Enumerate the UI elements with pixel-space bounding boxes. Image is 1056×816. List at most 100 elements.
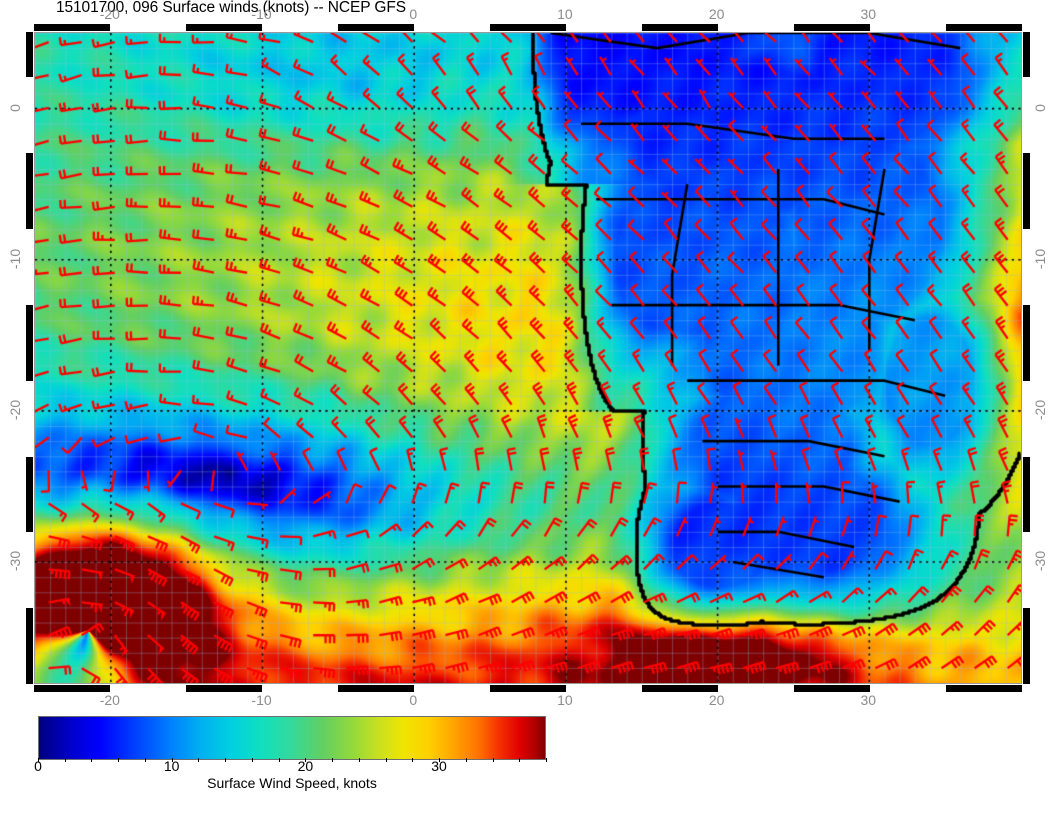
colorbar-tick [332, 758, 334, 762]
axis-tick-segment [414, 685, 490, 692]
axis-tick-segment [26, 608, 33, 684]
axis-tick-segment [1023, 153, 1030, 230]
axis-tick-segment [1023, 608, 1030, 684]
axis-tick-segment [566, 24, 642, 31]
colorbar-tick [358, 758, 360, 762]
axis-tick-segment [26, 32, 33, 78]
colorbar-tick [519, 758, 521, 762]
x-tick-label-bottom: 20 [708, 692, 725, 708]
colorbar-tick [385, 758, 387, 762]
colorbar-tick-label: 10 [163, 758, 180, 774]
axis-tick-segment [186, 24, 262, 31]
axis-tick-segment [26, 532, 33, 609]
axis-tick-segment [1023, 77, 1030, 154]
axis-tick-segment [642, 685, 718, 692]
x-tick-label-top: 0 [409, 6, 418, 22]
map-plot-area [34, 32, 1022, 684]
axis-tick-segment [794, 24, 870, 31]
axis-tick-segment [490, 24, 566, 31]
axis-tick-segment [414, 24, 490, 31]
axis-bar-left [26, 32, 33, 684]
axis-tick-segment [110, 685, 186, 692]
axis-tick-segment [1023, 456, 1030, 533]
x-tick-label-bottom: -10 [251, 692, 272, 708]
axis-tick-segment [34, 24, 110, 31]
colorbar-gradient [38, 716, 546, 760]
colorbar-tick [38, 758, 39, 762]
axis-bar-right [1023, 32, 1030, 684]
axis-tick-segment [1023, 532, 1030, 609]
axis-tick-segment [26, 153, 33, 230]
colorbar [38, 716, 547, 763]
colorbar-tick [492, 758, 494, 762]
colorbar-tick [412, 758, 414, 762]
y-tick-label-right: 0 [1032, 103, 1048, 112]
axis-tick-segment [642, 24, 718, 31]
axis-bar-bottom [34, 685, 1022, 692]
y-tick-label-right: -30 [1032, 550, 1048, 572]
axis-tick-segment [338, 685, 414, 692]
x-tick-label-bottom: 0 [409, 692, 418, 708]
axis-tick-segment [34, 685, 110, 692]
chart-title: 15101700, 096 Surface winds (knots) -- N… [56, 0, 406, 16]
axis-tick-segment [262, 685, 338, 692]
colorbar-ticks [38, 758, 547, 763]
colorbar-tick [251, 758, 253, 762]
axis-tick-segment [870, 685, 946, 692]
axis-bar-top [34, 24, 1022, 31]
axis-tick-segment [946, 24, 1022, 31]
colorbar-tick [198, 758, 200, 762]
x-tick-label-top: 10 [557, 6, 573, 22]
colorbar-caption: Surface Wind Speed, knots [207, 775, 377, 791]
colorbar-tick [225, 758, 227, 762]
axis-tick-segment [26, 456, 33, 533]
x-tick-label-bottom: 10 [557, 692, 573, 708]
axis-tick-segment [186, 685, 262, 692]
axis-tick-segment [490, 685, 566, 692]
y-tick-label-right: -10 [1032, 248, 1048, 269]
colorbar-tick-label: 30 [431, 758, 447, 774]
axis-tick-segment [1023, 304, 1030, 381]
axis-tick-segment [26, 229, 33, 305]
y-tick-label-left: -10 [7, 248, 23, 269]
colorbar-tick-label: 0 [34, 758, 42, 774]
colorbar-tick [439, 758, 441, 762]
colorbar-tick [546, 758, 547, 762]
axis-tick-segment [1023, 380, 1030, 457]
axis-tick-segment [718, 24, 794, 31]
y-tick-label-right: -20 [1032, 399, 1048, 421]
colorbar-tick [465, 758, 467, 762]
axis-tick-segment [1023, 229, 1030, 305]
colorbar-tick-label: 20 [297, 758, 314, 774]
axis-tick-segment [870, 24, 946, 31]
axis-tick-segment [26, 380, 33, 457]
axis-tick-segment [110, 24, 186, 31]
axis-tick-segment [718, 685, 794, 692]
x-tick-label-top: -10 [251, 6, 272, 22]
x-tick-label-top: 20 [708, 6, 725, 22]
axis-tick-segment [566, 685, 642, 692]
x-tick-label-top: -20 [99, 6, 120, 22]
colorbar-tick [64, 758, 66, 762]
colorbar-tick [305, 758, 307, 762]
y-tick-label-left: -30 [7, 550, 23, 572]
wind-speed-map-canvas [35, 33, 1021, 683]
x-tick-label-bottom: -20 [99, 692, 120, 708]
axis-tick-segment [794, 685, 870, 692]
colorbar-tick [278, 758, 280, 762]
y-tick-label-left: -20 [7, 399, 23, 421]
axis-tick-segment [26, 304, 33, 381]
colorbar-tick [118, 758, 120, 762]
x-tick-label-top: 30 [860, 6, 877, 22]
axis-tick-segment [946, 685, 1022, 692]
colorbar-tick [91, 758, 93, 762]
colorbar-tick [171, 758, 173, 762]
x-tick-label-bottom: 30 [860, 692, 877, 708]
colorbar-tick [144, 758, 146, 762]
y-tick-label-left: 0 [7, 103, 23, 112]
axis-tick-segment [26, 77, 33, 154]
axis-tick-segment [338, 24, 414, 31]
axis-tick-segment [1023, 32, 1030, 78]
axis-tick-segment [262, 24, 338, 31]
